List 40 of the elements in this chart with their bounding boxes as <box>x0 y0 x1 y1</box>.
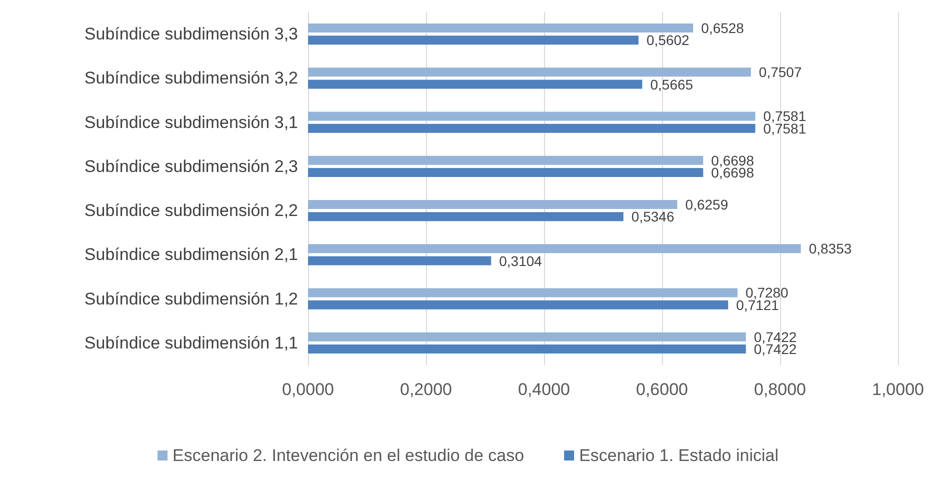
data-label: 0,7507 <box>758 64 802 80</box>
bar <box>308 256 492 266</box>
bar <box>308 344 746 354</box>
bar <box>308 300 728 310</box>
y-tick-label: Subíndice subdimensión 3,3 <box>84 24 298 44</box>
x-tick-label: 1,0000 <box>872 380 924 399</box>
x-tick-label: 0,6000 <box>636 380 688 399</box>
bar <box>308 80 642 89</box>
legend-label: Escenario 1. Estado inicial <box>579 446 778 465</box>
bar <box>308 168 704 178</box>
data-label: 0,6528 <box>701 20 744 36</box>
data-label: 0,5602 <box>646 32 690 48</box>
bar <box>308 212 624 222</box>
bar <box>308 332 746 342</box>
x-tick-label: 0,0000 <box>282 380 334 399</box>
x-tick-label: 0,8000 <box>754 380 806 399</box>
bar <box>308 244 801 254</box>
bar <box>308 36 639 45</box>
data-label: 0,5665 <box>650 76 694 92</box>
legend-label: Escenario 2. Intevención en el estudio de caso <box>172 446 524 465</box>
y-tick-label: Subíndice subdimensión 1,2 <box>84 289 298 308</box>
y-tick-label: Subíndice subdimensión 3,2 <box>84 68 298 88</box>
data-label: 0,5346 <box>631 208 674 225</box>
y-tick-label: Subíndice subdimensión 2,1 <box>84 245 298 264</box>
data-label: 0,3104 <box>499 252 542 269</box>
bar <box>308 200 678 209</box>
x-tick-label: 0,4000 <box>518 380 570 399</box>
y-tick-label: Subíndice subdimensión 2,2 <box>84 201 298 220</box>
y-tick-label: Subíndice subdimensión 1,1 <box>84 333 298 352</box>
y-tick-label: Subíndice subdimensión 2,3 <box>84 156 298 176</box>
bar <box>308 68 751 77</box>
bar <box>308 112 756 121</box>
bar <box>308 124 756 133</box>
y-tick-label: Subíndice subdimensión 3,1 <box>84 112 298 132</box>
bar <box>308 23 694 32</box>
data-label: 0,6259 <box>685 196 728 212</box>
bar <box>308 156 704 165</box>
bar <box>308 288 738 298</box>
x-tick-label: 0,2000 <box>400 380 452 399</box>
data-label: 0,8353 <box>808 240 852 257</box>
